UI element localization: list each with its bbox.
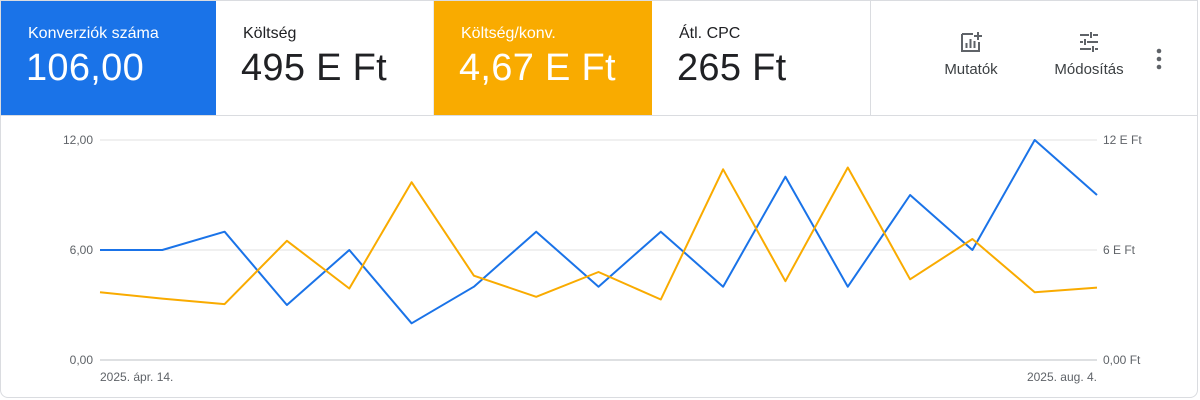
metric-value: 495 E Ft xyxy=(241,47,388,89)
x-axis-end-label: 2025. aug. 4. xyxy=(1027,370,1097,384)
modify-button[interactable]: Módosítás xyxy=(1054,29,1124,78)
y-left-tick-min: 0,00 xyxy=(70,353,94,367)
more-options-button[interactable] xyxy=(1149,45,1169,73)
y-right-tick-mid: 6 E Ft xyxy=(1103,243,1136,257)
metric-label: Konverziók száma xyxy=(28,25,159,42)
metric-cost[interactable]: Költség 495 E Ft xyxy=(216,1,434,115)
y-left-tick-mid: 6,00 xyxy=(70,243,94,257)
y-axis-left: 12,00 6,00 0,00 xyxy=(63,133,93,367)
y-right-tick-min: 0,00 Ft xyxy=(1103,353,1141,367)
x-axis-start-label: 2025. ápr. 14. xyxy=(100,370,173,384)
metric-value: 4,67 E Ft xyxy=(459,47,616,89)
y-right-tick-max: 12 E Ft xyxy=(1103,133,1142,147)
add-chart-icon xyxy=(961,32,982,52)
metric-value: 265 Ft xyxy=(677,47,787,89)
modify-button-label: Módosítás xyxy=(1054,61,1124,78)
metric-label: Átl. CPC xyxy=(679,25,741,42)
chart-series xyxy=(99,139,1098,325)
tune-icon xyxy=(1080,32,1098,52)
series-line-conversions xyxy=(100,139,1098,325)
metric-conversions[interactable]: Konverziók száma 106,00 xyxy=(1,1,216,115)
metrics-bar: Konverziók száma 106,00 Költség 495 E Ft… xyxy=(1,1,1197,116)
chart-grid xyxy=(100,139,1097,361)
metrics-button[interactable]: Mutatók xyxy=(931,29,1011,78)
line-chart: 12,00 6,00 0,00 12 E Ft 6 E Ft 0,00 Ft 2… xyxy=(63,133,1142,384)
toolbar-divider xyxy=(870,1,871,115)
metric-avg-cpc[interactable]: Átl. CPC 265 Ft xyxy=(652,1,870,115)
metric-cost-per-conversion[interactable]: Költség/konv. 4,67 E Ft xyxy=(434,1,652,115)
metric-label: Költség/konv. xyxy=(461,25,556,42)
y-axis-right: 12 E Ft 6 E Ft 0,00 Ft xyxy=(1103,133,1142,367)
y-left-tick-max: 12,00 xyxy=(63,133,93,147)
metrics-button-label: Mutatók xyxy=(944,61,998,78)
metric-value: 106,00 xyxy=(26,47,145,89)
metric-label: Költség xyxy=(243,25,297,42)
series-line-cost-per-conversion xyxy=(99,166,1098,306)
more-vert-icon xyxy=(1156,48,1162,70)
